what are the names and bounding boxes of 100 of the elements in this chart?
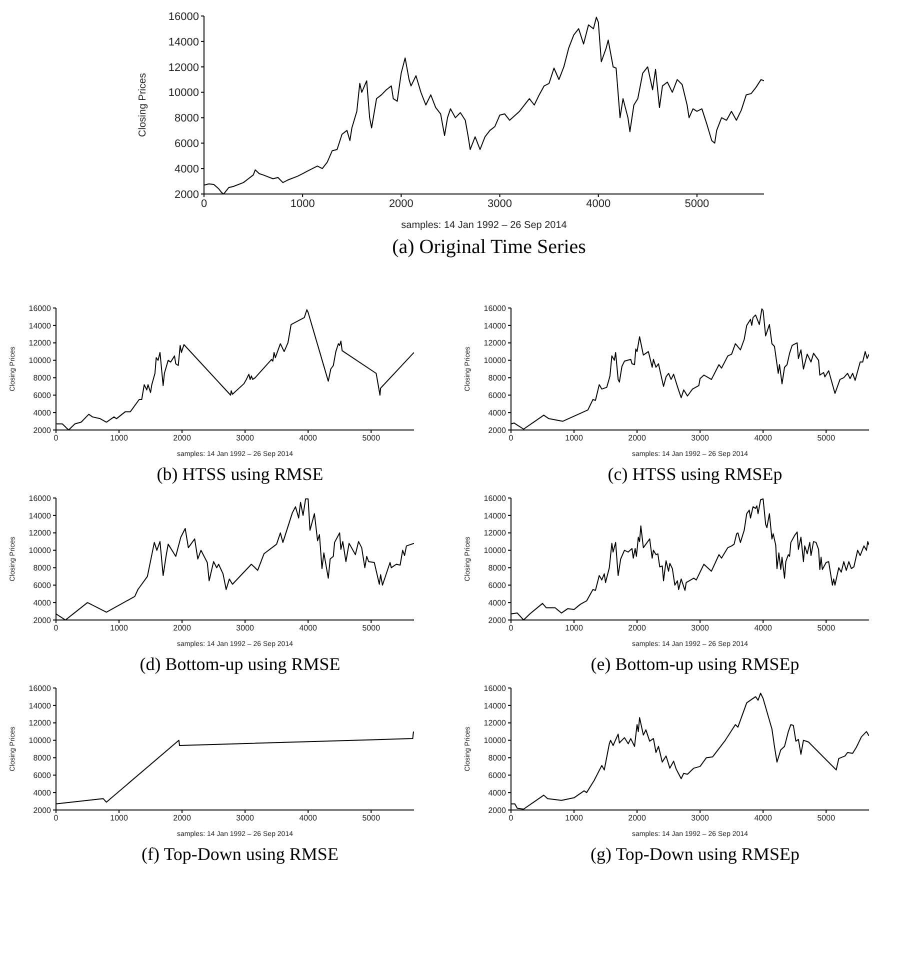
x-tick-label: 3000	[691, 814, 710, 823]
y-tick-label: 10000	[484, 546, 507, 556]
y-tick-label: 8000	[174, 112, 199, 125]
y-tick-label: 2000	[33, 616, 52, 625]
text: (c) HTSS using RMSEp	[606, 464, 784, 485]
y-tick-label: 4000	[488, 788, 507, 798]
y-tick-label: 16000	[484, 304, 507, 313]
text: (d) Bottom-up using RMSE	[138, 654, 342, 675]
y-tick-label: 4000	[174, 163, 199, 176]
line-series	[56, 498, 414, 620]
y-tick-label: 6000	[488, 390, 507, 400]
x-tick-label: 4000	[299, 814, 318, 823]
y-tick-label: 14000	[484, 321, 507, 330]
y-tick-label: 2000	[488, 426, 507, 435]
x-tick-label: 3000	[236, 624, 255, 633]
x-tick-label: 5000	[362, 624, 381, 633]
x-tick-label: 4000	[586, 198, 611, 210]
y-tick-label: 14000	[28, 701, 52, 710]
x-tick-label: 2000	[628, 624, 647, 633]
x-tick-label: 1000	[110, 814, 128, 823]
y-tick-label: 16000	[28, 494, 52, 503]
y-tick-label: 2000	[488, 616, 507, 625]
x-tick-label: 3000	[691, 624, 710, 633]
y-tick-label: 10000	[28, 356, 52, 366]
x-tick-label: 1000	[110, 434, 128, 443]
x-tick-label: 0	[54, 814, 59, 823]
y-tick-label: 14000	[484, 511, 507, 520]
y-tick-label: 2000	[33, 426, 52, 435]
y-tick-label: 16000	[168, 10, 199, 23]
y-tick-label: 10000	[28, 736, 52, 746]
y-tick-label: 8000	[488, 374, 507, 383]
y-tick-label: 10000	[168, 87, 199, 100]
y-tick-label: 6000	[33, 770, 52, 780]
y-tick-label: 8000	[33, 374, 52, 383]
text: (g) Top-Down using RMSEp	[590, 844, 800, 865]
x-tick-label: 0	[508, 624, 514, 633]
y-tick-label: 6000	[488, 770, 507, 780]
y-tick-label: 6000	[488, 580, 507, 590]
y-tick-label: 6000	[174, 138, 199, 150]
y-tick-label: 6000	[33, 390, 52, 400]
y-tick-label: 2000	[174, 188, 199, 201]
y-tick-label: 8000	[488, 564, 507, 573]
y-tick-label: 12000	[28, 718, 52, 728]
x-tick-label: 1000	[565, 624, 584, 633]
x-tick-label: 2000	[388, 198, 414, 210]
x-tick-label: 0	[200, 198, 208, 210]
x-tick-label: 1000	[565, 814, 584, 823]
x-tick-label: 3000	[236, 814, 255, 823]
x-tick-label: 5000	[817, 814, 836, 823]
y-tick-label: 10000	[28, 546, 52, 556]
y-tick-label: 4000	[488, 598, 507, 608]
x-tick-label: 0	[508, 434, 514, 443]
y-tick-label: 2000	[33, 806, 52, 815]
y-tick-label: 8000	[33, 564, 52, 573]
y-tick-label: 12000	[484, 528, 507, 538]
y-tick-label: 14000	[28, 321, 52, 330]
line-series	[511, 498, 869, 620]
y-tick-label: 12000	[168, 62, 199, 74]
x-tick-label: 0	[54, 624, 59, 633]
y-tick-label: 10000	[484, 736, 507, 746]
x-tick-label: 1000	[110, 624, 128, 633]
y-axis-title: Closing Prices	[138, 73, 149, 137]
x-tick-label: 4000	[299, 624, 318, 633]
line-series	[56, 309, 414, 430]
y-tick-label: 4000	[33, 788, 52, 798]
y-tick-label: 12000	[28, 528, 52, 538]
x-tick-label: 2000	[628, 814, 647, 823]
x-tick-label: 4000	[754, 624, 773, 633]
x-tick-label: 4000	[754, 814, 773, 823]
y-tick-label: 8000	[33, 754, 52, 763]
y-tick-label: 16000	[28, 684, 52, 693]
x-tick-label: 3000	[488, 198, 512, 210]
y-tick-label: 10000	[484, 356, 507, 366]
x-tick-label: 5000	[684, 198, 710, 210]
text: (e) Bottom-up using RMSEp	[590, 654, 800, 675]
y-tick-label: 14000	[484, 701, 507, 710]
y-tick-label: 12000	[28, 338, 52, 348]
y-tick-label: 16000	[484, 684, 507, 693]
x-tick-label: 3000	[236, 434, 255, 443]
y-tick-label: 12000	[484, 338, 507, 348]
y-tick-label: 14000	[168, 36, 199, 48]
y-tick-label: 14000	[28, 511, 52, 520]
y-tick-label: 12000	[484, 718, 507, 728]
x-tick-label: 5000	[362, 814, 381, 823]
x-tick-label: 0	[508, 814, 514, 823]
x-tick-label: 3000	[691, 434, 710, 443]
text: (f) Top-Down using RMSE	[140, 844, 340, 865]
y-tick-label: 16000	[484, 494, 507, 503]
x-tick-label: 5000	[362, 434, 381, 443]
y-tick-label: 4000	[33, 408, 52, 418]
y-tick-label: 8000	[488, 754, 507, 763]
text: (b) HTSS using RMSE	[156, 464, 324, 485]
x-tick-label: 1000	[565, 434, 584, 443]
x-tick-label: 5000	[817, 624, 836, 633]
x-tick-label: 0	[54, 434, 59, 443]
x-tick-label: 2000	[628, 434, 647, 443]
x-axis-title: samples: 14 Jan 1992 – 26 Sep 2014	[401, 220, 568, 231]
y-tick-label: 2000	[488, 806, 507, 815]
x-tick-label: 4000	[754, 434, 773, 443]
y-tick-label: 16000	[28, 304, 52, 313]
